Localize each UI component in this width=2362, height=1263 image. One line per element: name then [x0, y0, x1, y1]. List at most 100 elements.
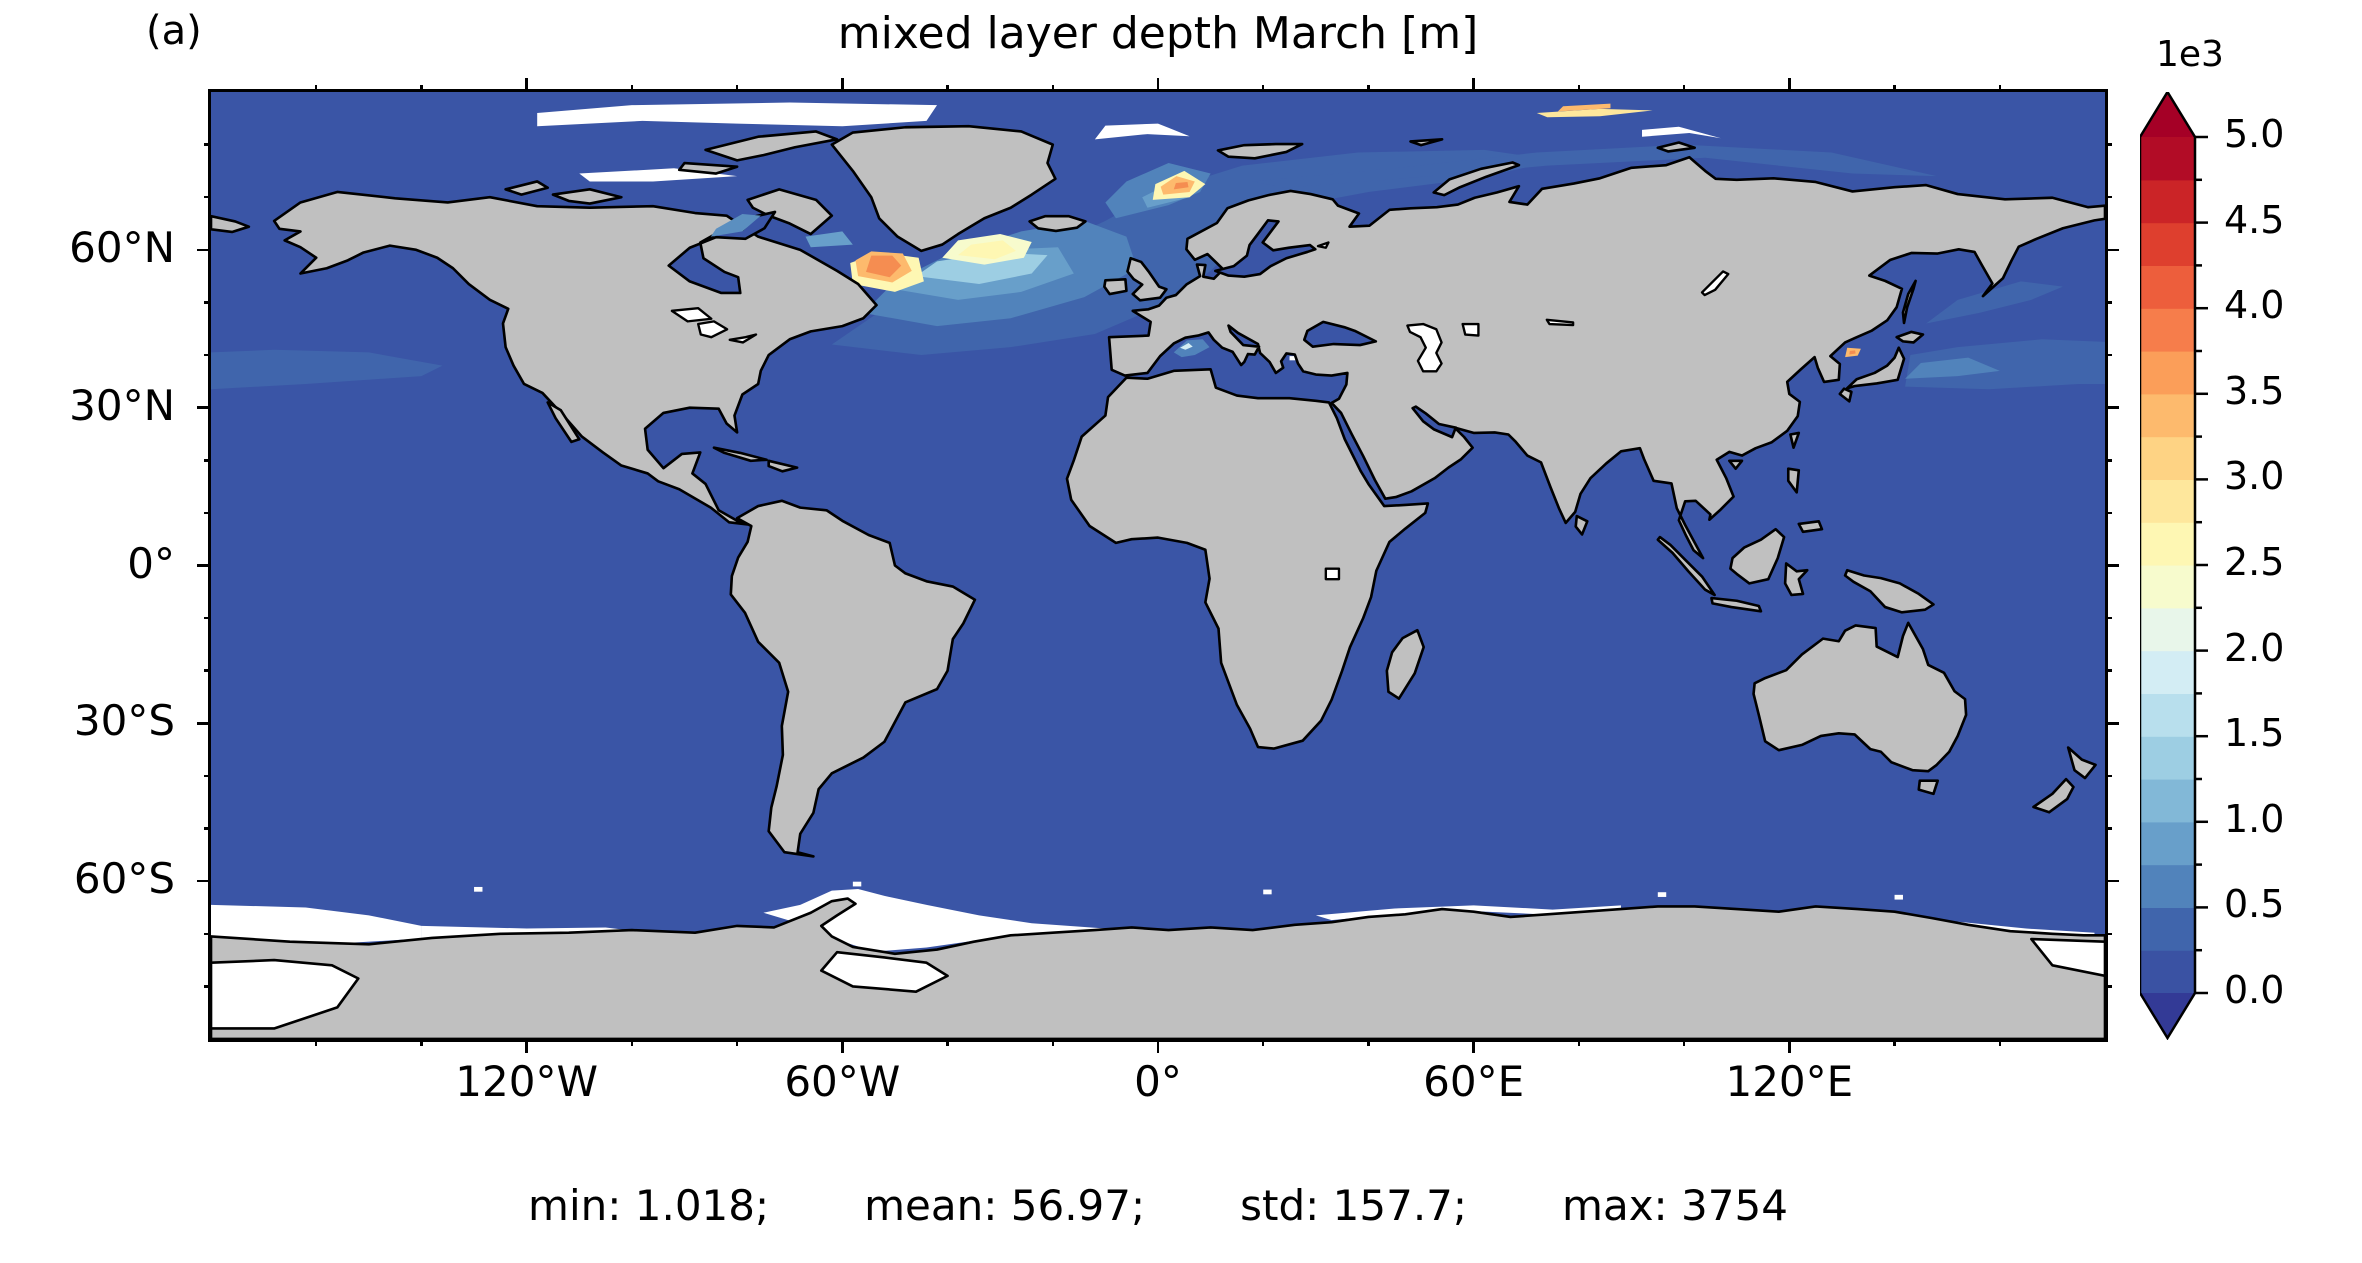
- lon-minor-tick: [1682, 1039, 1686, 1046]
- land-masses: [211, 124, 2105, 1039]
- lat-minor-tick: [2105, 827, 2112, 830]
- svalbard: [1216, 142, 1304, 160]
- lat-minor-tick: [2105, 669, 2112, 672]
- colorbar-band: [2140, 393, 2195, 438]
- colorbar-band: [2140, 907, 2195, 951]
- lon-tick-label: 60°W: [784, 1057, 901, 1106]
- colorbar-band: [2140, 351, 2195, 395]
- lat-tick-label: 60°S: [73, 854, 175, 904]
- lat-minor-tick: [2105, 985, 2112, 988]
- lon-minor-tick: [1577, 85, 1581, 92]
- lat-major-tick: [2105, 722, 2119, 725]
- sakhalin: [1901, 279, 1917, 325]
- lat-minor-tick: [204, 669, 211, 672]
- taiwan: [1789, 431, 1801, 449]
- lon-major-tick: [525, 1039, 528, 1053]
- colorbar-tick-label: 2.0: [2224, 625, 2285, 670]
- colorbar-band: [2140, 308, 2195, 352]
- banks-island: [504, 180, 550, 196]
- colorbar-band: [2140, 222, 2195, 266]
- colorbar-band: [2140, 137, 2195, 181]
- sri-lanka: [1574, 514, 1589, 536]
- greenland: [830, 124, 1057, 253]
- lat-minor-tick: [204, 511, 211, 515]
- lat-minor-tick: [204, 301, 211, 304]
- weddell-ice-shelf: [819, 950, 949, 993]
- lon-minor-tick: [735, 85, 739, 92]
- lat-minor-tick: [2105, 301, 2112, 304]
- new-zealand-south: [2032, 777, 2075, 814]
- ireland: [1103, 277, 1128, 296]
- colorbar-band: [2140, 693, 2195, 737]
- lon-major-tick: [841, 1039, 844, 1053]
- lon-minor-tick: [314, 85, 318, 92]
- colorbar-band: [2140, 650, 2195, 694]
- lon-tick-label: 0°: [1134, 1057, 1182, 1106]
- colorbar-band: [2140, 736, 2195, 780]
- lat-minor-tick: [2105, 459, 2112, 462]
- lon-minor-tick: [1051, 85, 1055, 92]
- tasmania: [1917, 779, 1940, 796]
- lon-tick-label: 120°W: [455, 1057, 598, 1106]
- mindanao: [1797, 519, 1824, 534]
- lat-minor-tick: [2105, 143, 2112, 146]
- lat-major-tick: [2105, 564, 2119, 567]
- lon-minor-tick: [630, 85, 634, 92]
- stats-row: min: 1.018; mean: 56.97; std: 157.7; max…: [211, 1181, 2105, 1230]
- lat-minor-tick: [204, 143, 211, 146]
- continent-australia: [1752, 621, 1968, 773]
- lat-major-tick: [197, 248, 211, 252]
- colorbar-extend-over: [2140, 92, 2195, 137]
- lon-tick-label: 120°E: [1725, 1057, 1854, 1106]
- colorbar-tick-label: 4.0: [2224, 283, 2285, 328]
- madagascar: [1385, 628, 1426, 700]
- lat-major-tick: [197, 406, 211, 409]
- stat-min: min: 1.018;: [528, 1181, 770, 1230]
- colorbar-band: [2140, 522, 2195, 566]
- lon-major-tick: [525, 78, 528, 92]
- stat-mean: mean: 56.97;: [864, 1181, 1146, 1230]
- sumatra: [1656, 535, 1716, 597]
- borneo: [1729, 527, 1786, 585]
- lon-tick-label: 60°E: [1423, 1057, 1525, 1106]
- lat-major-tick: [197, 879, 211, 883]
- lon-minor-tick: [420, 85, 423, 92]
- continent-south-america: [729, 499, 977, 858]
- world-map: [211, 92, 2105, 1039]
- lat-minor-tick: [204, 459, 211, 462]
- iceland: [1028, 214, 1087, 233]
- new-guinea: [1843, 568, 1935, 614]
- stat-std: std: 157.7;: [1240, 1181, 1468, 1230]
- honshu: [1845, 346, 1906, 390]
- colorbar-tick-label: 4.5: [2224, 197, 2285, 242]
- lon-minor-tick: [1367, 85, 1370, 92]
- lon-minor-tick: [946, 1039, 949, 1046]
- baffin-island: [746, 188, 834, 236]
- continent-eurasia: [1107, 155, 2105, 560]
- foxe-basin-patch: [710, 214, 761, 237]
- franz-josef-land: [1409, 138, 1444, 147]
- continent-antarctica: [211, 897, 2105, 1039]
- lat-minor-tick: [204, 616, 211, 620]
- colorbar: [2140, 92, 2208, 1040]
- lon-minor-tick: [420, 1039, 423, 1046]
- colorbar-extend-under: [2140, 993, 2195, 1038]
- luzon: [1786, 467, 1801, 494]
- lon-minor-tick: [1998, 85, 2002, 92]
- lon-minor-tick: [1051, 1039, 1055, 1046]
- lat-minor-tick: [204, 827, 211, 830]
- lake-balkhash: [1545, 318, 1575, 327]
- lat-minor-tick: [204, 932, 211, 936]
- colorbar-exponent-label: 1e3: [2156, 34, 2224, 75]
- colorbar-tick-label: 2.5: [2224, 540, 2285, 584]
- lon-major-tick: [1788, 78, 1791, 92]
- colorbar-band: [2140, 479, 2195, 523]
- ellesmere-island: [704, 130, 839, 162]
- plot-title: mixed layer depth March [m]: [837, 8, 1479, 59]
- colorbar-tick-label: 0.0: [2224, 968, 2285, 1012]
- lon-major-tick: [841, 78, 844, 92]
- lat-minor-tick: [204, 353, 211, 357]
- colorbar-tick-label: 3.0: [2224, 454, 2285, 499]
- great-britain: [1126, 256, 1168, 302]
